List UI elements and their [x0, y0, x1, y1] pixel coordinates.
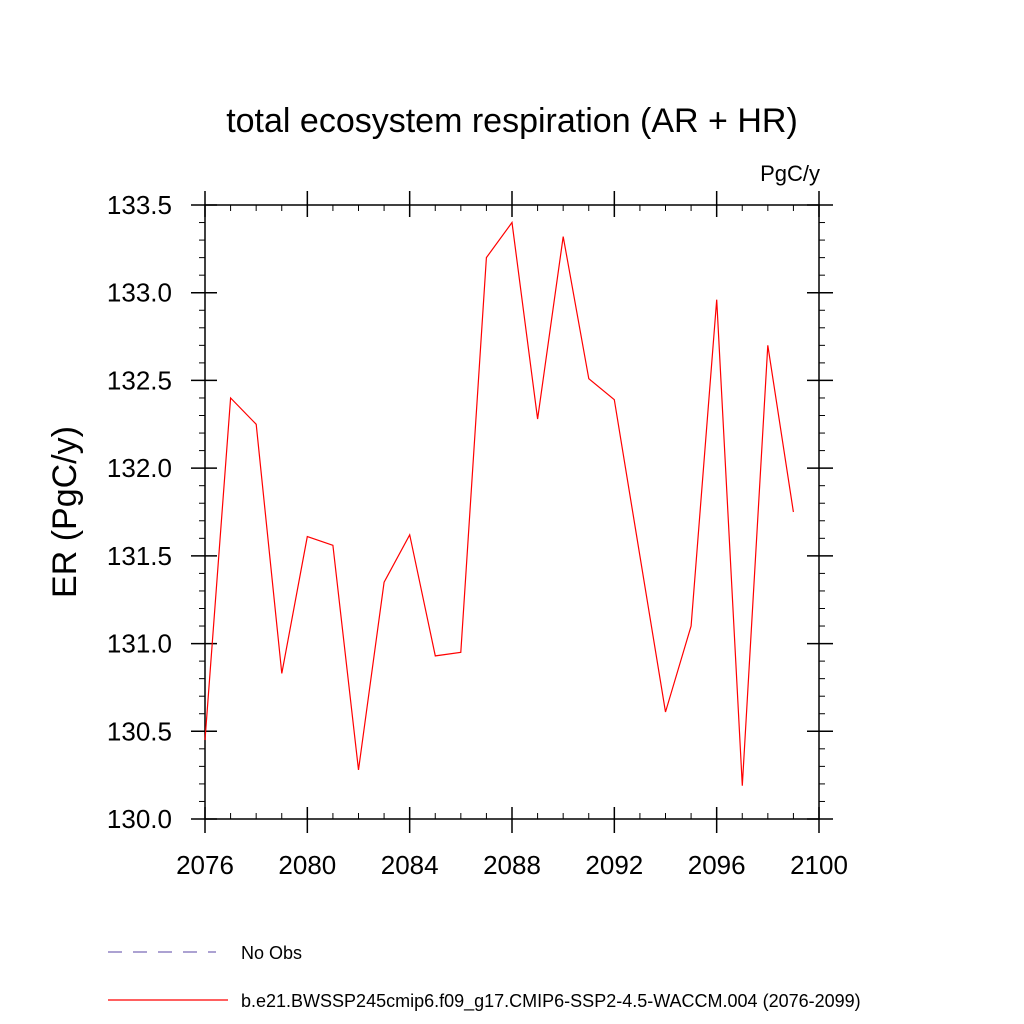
x-tick-label: 2084: [381, 850, 439, 880]
y-axis-label: ER (PgC/y): [46, 426, 84, 598]
y-tick-label: 131.0: [107, 629, 172, 659]
y-tick-label: 133.5: [107, 190, 172, 220]
x-tick-label: 2076: [176, 850, 234, 880]
x-tick-labels: 2076 2080 2084 2088 2092 2096 2100: [176, 850, 848, 880]
units-label: PgC/y: [760, 161, 820, 186]
x-tick-label: 2088: [483, 850, 541, 880]
y-tick-label: 132.0: [107, 453, 172, 483]
plot-frame: [204, 204, 820, 820]
series-line-0: [204, 220, 794, 786]
x-tick-label: 2096: [688, 850, 746, 880]
x-tick-label: 2092: [585, 850, 643, 880]
chart-title: total ecosystem respiration (AR + HR): [226, 102, 798, 140]
x-tick-label: 2080: [278, 850, 336, 880]
y-tick-label: 132.5: [107, 365, 172, 395]
legend: No Obs b.e21.BWSSP245cmip6.f09_g17.CMIP6-…: [108, 943, 861, 1012]
y-tick-label: 130.5: [107, 716, 172, 746]
legend-label: b.e21.BWSSP245cmip6.f09_g17.CMIP6-SSP2-4…: [241, 991, 861, 1012]
minor-ticks: [199, 205, 825, 819]
y-tick-labels: 130.0 130.5 131.0 131.5 132.0 132.5 133.0 133.5: [107, 190, 172, 834]
x-tick-label: 2100: [790, 850, 848, 880]
series-layer: [204, 220, 794, 786]
y-tick-label: 130.0: [107, 804, 172, 834]
major-ticks: [191, 191, 833, 833]
legend-label: No Obs: [241, 943, 302, 963]
y-tick-label: 131.5: [107, 541, 172, 571]
y-tick-label: 133.0: [107, 278, 172, 308]
